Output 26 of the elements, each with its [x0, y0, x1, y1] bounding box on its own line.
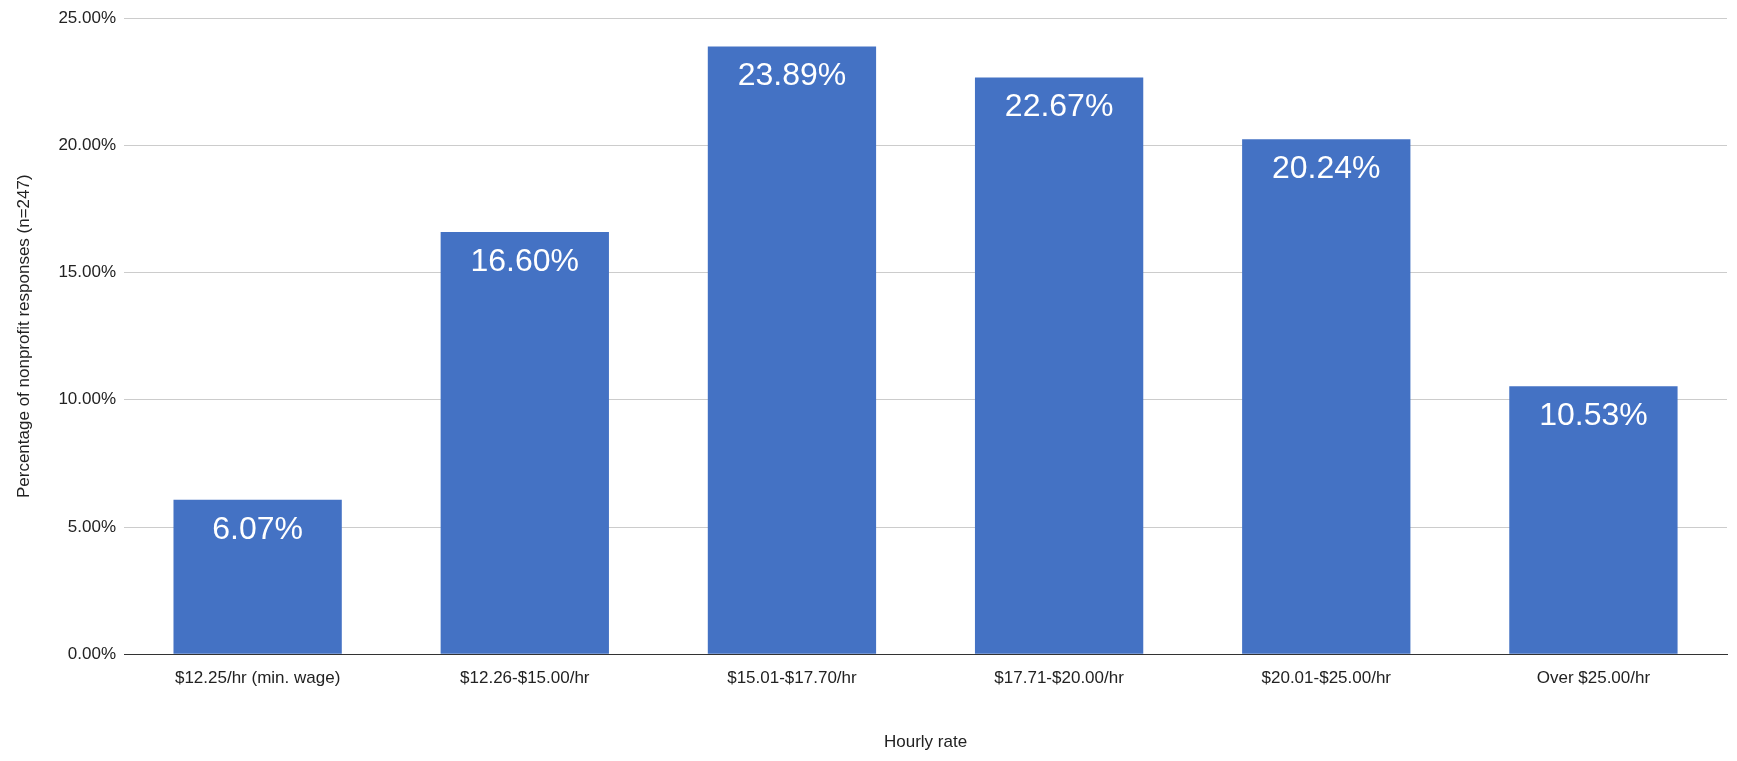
x-tick-label: $15.01-$17.70/hr [727, 668, 858, 688]
x-tick-label: $12.25/hr (min. wage) [174, 668, 341, 688]
bar [707, 46, 877, 654]
y-tick-label: 0.00% [67, 643, 117, 663]
y-tick-label: 10.00% [58, 389, 117, 409]
data-label: 10.53% [1539, 396, 1648, 433]
data-label: 6.07% [212, 509, 303, 546]
x-tick-label: Over $25.00/hr [1536, 668, 1651, 688]
bar [440, 231, 609, 654]
data-label: 22.67% [1004, 87, 1114, 124]
y-tick-label: 5.00% [67, 516, 117, 536]
bar [974, 77, 1144, 654]
x-tick-label: $17.71-$20.00/hr [994, 668, 1125, 688]
y-tick-label: 25.00% [58, 7, 117, 27]
bar [173, 499, 342, 654]
x-axis-title: Hourly rate [883, 732, 968, 752]
x-tick-label: $20.01-$25.00/hr [1261, 668, 1392, 688]
data-label: 16.60% [470, 241, 580, 278]
y-tick-label: 20.00% [58, 135, 117, 155]
y-tick-label: 15.00% [58, 262, 117, 282]
data-label: 23.89% [737, 56, 847, 93]
bar [1509, 386, 1678, 654]
bar [1242, 139, 1411, 654]
y-axis-title: Percentage of nonprofit responses (n=247) [13, 174, 33, 499]
data-label: 20.24% [1272, 149, 1381, 186]
x-tick-label: $12.26-$15.00/hr [460, 668, 590, 688]
